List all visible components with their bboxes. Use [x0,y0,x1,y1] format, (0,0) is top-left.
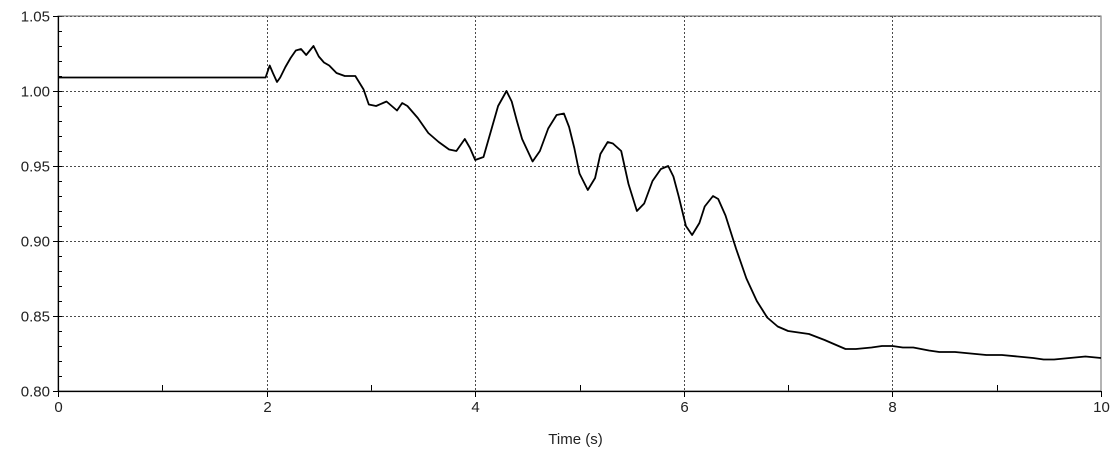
series-line [58,45,1102,361]
x-tick-label: 10 [1093,399,1110,416]
x-tick-label: 8 [888,399,896,416]
x-tick-label: 4 [471,399,479,416]
y-tick-label: 0.95 [21,159,50,176]
series-layer [58,45,1102,361]
grid-layer [58,16,1101,391]
y-tick-label: 1.00 [21,84,50,101]
label-layer: Time (s) 0.80 0.85 0.90 0.95 1.00 1.05 0 2 4 6 8 10 [21,9,1110,449]
y-tick-label: 0.80 [21,384,50,401]
x-tick-label: 2 [263,399,271,416]
axis-layer [53,15,1102,397]
y-tick-label: 1.05 [21,9,50,26]
x-tick-label: 0 [54,399,62,416]
minor-tick-layer [58,16,998,392]
y-tick-label: 0.85 [21,309,50,326]
plot-frame [57,15,1102,392]
x-tick-label: 6 [680,399,688,416]
x-axis-title: Time (s) [548,431,602,448]
y-tick-label: 0.90 [21,234,50,251]
